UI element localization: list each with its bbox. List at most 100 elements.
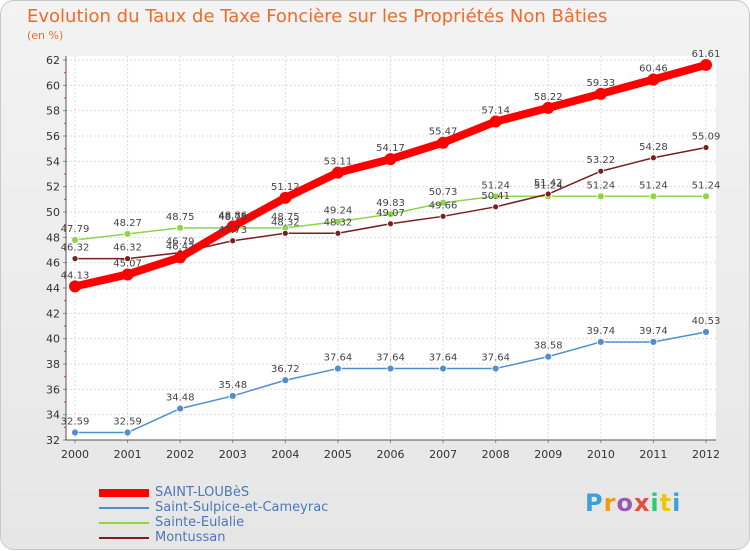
data-point: [281, 229, 289, 237]
data-label: 51.24: [481, 180, 510, 191]
data-point: [702, 144, 710, 151]
x-tick-label: 2009: [534, 448, 562, 461]
data-point: [491, 364, 500, 373]
logo-letter: x: [633, 489, 651, 517]
data-label: 48.32: [271, 217, 300, 228]
data-label: 59.33: [587, 78, 616, 89]
data-point: [596, 192, 605, 201]
data-point: [650, 154, 657, 162]
data-point: [594, 87, 607, 100]
proxiti-logo: Proxiti: [585, 489, 681, 517]
data-label: 39.74: [587, 326, 616, 337]
data-point: [700, 58, 712, 71]
data-label: 48.27: [113, 218, 142, 229]
data-point: [121, 268, 134, 281]
data-point: [176, 404, 185, 413]
series-layer: [69, 58, 712, 437]
data-label: 55.47: [429, 127, 458, 138]
data-point: [281, 376, 290, 385]
legend-label-saint-sulpice: Saint-Sulpice-et-Cameyrac: [155, 500, 329, 515]
x-tick-label: 2000: [61, 448, 89, 461]
logo-letter: r: [603, 489, 617, 517]
data-label: 55.09: [692, 132, 721, 143]
data-labels-layer: 44.13 45.07 46.42 48.86 51.12 53.11 54.17 55.47…: [61, 49, 721, 428]
data-label: 46.32: [113, 243, 142, 254]
logo-letter: t: [659, 489, 673, 517]
x-tick-label: 2011: [639, 448, 667, 461]
data-label: 51.24: [587, 180, 616, 191]
x-tick-label: 2001: [114, 448, 142, 461]
data-point: [71, 255, 79, 263]
data-label: 35.48: [218, 380, 247, 391]
data-label: 49.83: [376, 198, 405, 209]
y-tick-label: 32: [46, 434, 60, 447]
data-point: [492, 203, 500, 211]
data-label: 40.53: [692, 316, 721, 327]
data-label: 61.61: [692, 49, 721, 60]
data-label: 53.11: [324, 157, 353, 168]
data-point: [702, 192, 710, 201]
data-point: [647, 73, 660, 86]
y-tick-label: 58: [46, 105, 60, 118]
y-tick-label: 54: [46, 155, 60, 168]
y-tick-label: 36: [46, 383, 60, 396]
data-point: [597, 167, 605, 175]
data-label: 45.07: [113, 258, 142, 269]
data-point: [229, 237, 237, 245]
data-label: 37.64: [429, 353, 458, 364]
legend-swatch-montussan: [99, 537, 149, 539]
data-label: 51.24: [534, 180, 563, 191]
y-tick-label: 50: [46, 206, 60, 219]
chart-unit-label: (en %): [27, 29, 64, 42]
data-label: 37.64: [481, 353, 510, 364]
y-tick-label: 60: [46, 79, 60, 92]
data-point: [176, 223, 185, 232]
x-tick-label: 2012: [692, 448, 720, 461]
logo-letter: P: [585, 489, 604, 517]
data-point: [437, 136, 450, 149]
data-point: [279, 191, 292, 204]
data-point: [439, 212, 447, 220]
data-label: 47.79: [61, 224, 90, 235]
y-tick-label: 56: [46, 130, 60, 143]
data-label: 57.14: [481, 106, 510, 117]
data-point: [386, 210, 395, 219]
data-point: [489, 115, 502, 128]
data-point: [491, 192, 500, 201]
data-point: [649, 192, 658, 201]
data-point: [542, 101, 555, 114]
legend-label-sainte-eulalie: Sainte-Eulalie: [155, 515, 245, 530]
x-tick-label: 2006: [377, 448, 405, 461]
data-point: [228, 392, 237, 400]
data-point: [334, 217, 342, 226]
data-label: 47.73: [218, 225, 247, 236]
data-point: [544, 190, 552, 198]
data-point: [69, 280, 81, 293]
data-point: [124, 255, 131, 263]
data-label: 53.22: [587, 155, 616, 166]
x-tick-label: 2008: [482, 448, 510, 461]
data-point: [439, 364, 447, 373]
data-label: 58.22: [534, 92, 563, 103]
data-point: [123, 428, 132, 437]
data-label: 38.58: [534, 341, 563, 352]
logo-letter: o: [616, 489, 634, 517]
data-point: [334, 364, 342, 373]
data-label: 46.42: [166, 241, 195, 252]
y-tick-label: 48: [46, 231, 60, 244]
y-tick-label: 46: [46, 257, 60, 270]
data-label: 60.46: [639, 64, 668, 75]
data-label: 32.59: [61, 417, 90, 428]
data-label: 37.64: [376, 353, 405, 364]
data-point: [384, 153, 397, 166]
data-label: 54.28: [639, 142, 668, 153]
data-point: [71, 236, 79, 244]
data-label: 39.74: [639, 326, 668, 337]
data-point: [702, 328, 710, 336]
data-point: [174, 251, 187, 264]
axes: 32 34 36 38 40 42 44 46 48 50 52 54 56 58 60 62 2000 2001…: [46, 54, 720, 461]
y-tick-label: 34: [46, 409, 60, 422]
y-tick-label: 42: [46, 307, 60, 320]
data-label: 54.17: [376, 143, 405, 154]
